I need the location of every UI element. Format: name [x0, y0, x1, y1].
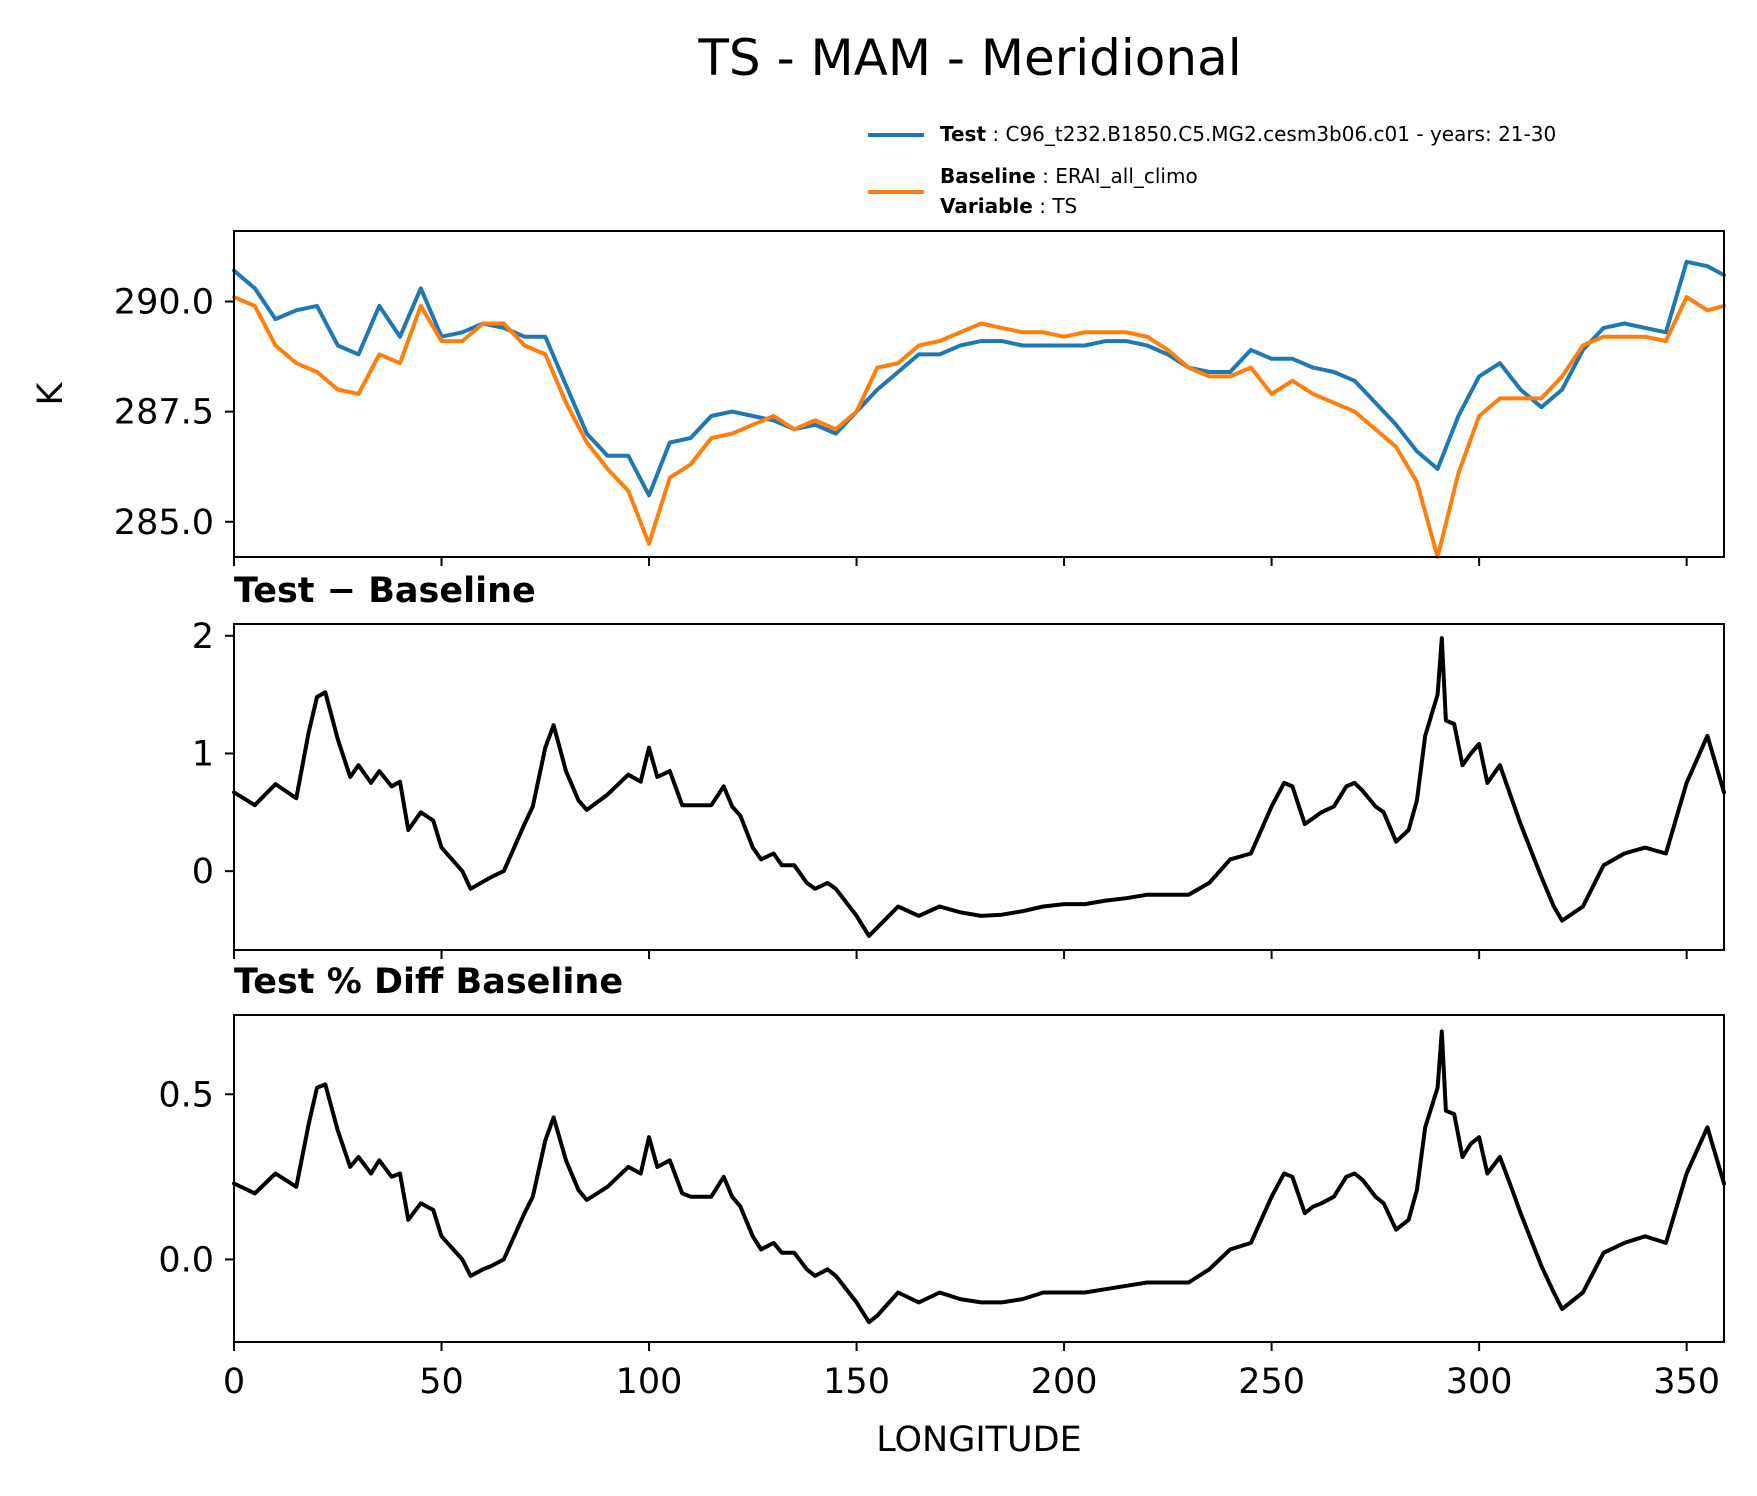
x-tick-label: 100: [616, 1362, 683, 1402]
y-tick-label: 285.0: [114, 503, 214, 543]
y-tick-label: 290.0: [114, 282, 214, 322]
legend-baseline-sep: :: [1042, 164, 1055, 188]
panel-top: 285.0 287.5 290.0 K: [31, 230, 1726, 566]
x-axis-label: LONGITUDE: [876, 1420, 1082, 1460]
plot-frame: [233, 230, 1725, 558]
legend-test-key: Test: [940, 122, 986, 146]
legend-test-sep: :: [992, 122, 1005, 146]
legend-variable-key: Variable: [940, 194, 1033, 218]
legend-baseline-value: ERAI_all_climo: [1055, 164, 1198, 188]
panel-title: Test − Baseline: [234, 571, 536, 611]
panel-difference: Test − Baseline 0 1 2: [192, 571, 1726, 959]
x-tick-label: 350: [1653, 1362, 1720, 1402]
legend-test-value: C96_t232.B1850.C5.MG2.cesm3b06.c01 - yea…: [1005, 122, 1556, 146]
legend-variable-label: Variable : TS: [940, 194, 1077, 218]
series-line-baseline: [232, 295, 1726, 559]
legend: Test : C96_t232.B1850.C5.MG2.cesm3b06.c0…: [868, 122, 1556, 218]
y-tick-label: 2: [192, 617, 214, 657]
legend-baseline-label: Baseline : ERAI_all_climo: [940, 164, 1198, 188]
y-tick-label: 1: [192, 734, 214, 774]
y-axis-label: K: [31, 381, 71, 405]
plot-frame: [233, 623, 1725, 951]
x-tick-label: 50: [419, 1362, 464, 1402]
series-line: [232, 636, 1726, 938]
x-tick-label: 200: [1031, 1362, 1098, 1402]
panel-title: Test % Diff Baseline: [234, 962, 623, 1002]
legend-baseline-key: Baseline: [940, 164, 1036, 188]
x-tick-label: 300: [1446, 1362, 1513, 1402]
y-tick-label: 0: [192, 852, 214, 892]
legend-variable-sep: :: [1039, 194, 1052, 218]
y-tick-label: 0.0: [158, 1240, 214, 1280]
series-line: [232, 1029, 1726, 1325]
y-tick-label: 0.5: [158, 1075, 214, 1115]
x-tick-label: 250: [1238, 1362, 1305, 1402]
x-tick-label: 0: [223, 1362, 245, 1402]
series-line-test: [232, 259, 1726, 498]
plot-frame: [233, 1014, 1725, 1343]
legend-test-label: Test : C96_t232.B1850.C5.MG2.cesm3b06.c0…: [940, 122, 1556, 146]
figure-title: TS - MAM - Meridional: [697, 29, 1241, 87]
y-tick-label: 287.5: [114, 393, 214, 433]
x-tick-label: 150: [823, 1362, 890, 1402]
legend-variable-value: TS: [1051, 194, 1077, 218]
panel-percent-difference: Test % Diff Baseline 0 50 100 150 200 250 300 35…: [158, 962, 1726, 1460]
